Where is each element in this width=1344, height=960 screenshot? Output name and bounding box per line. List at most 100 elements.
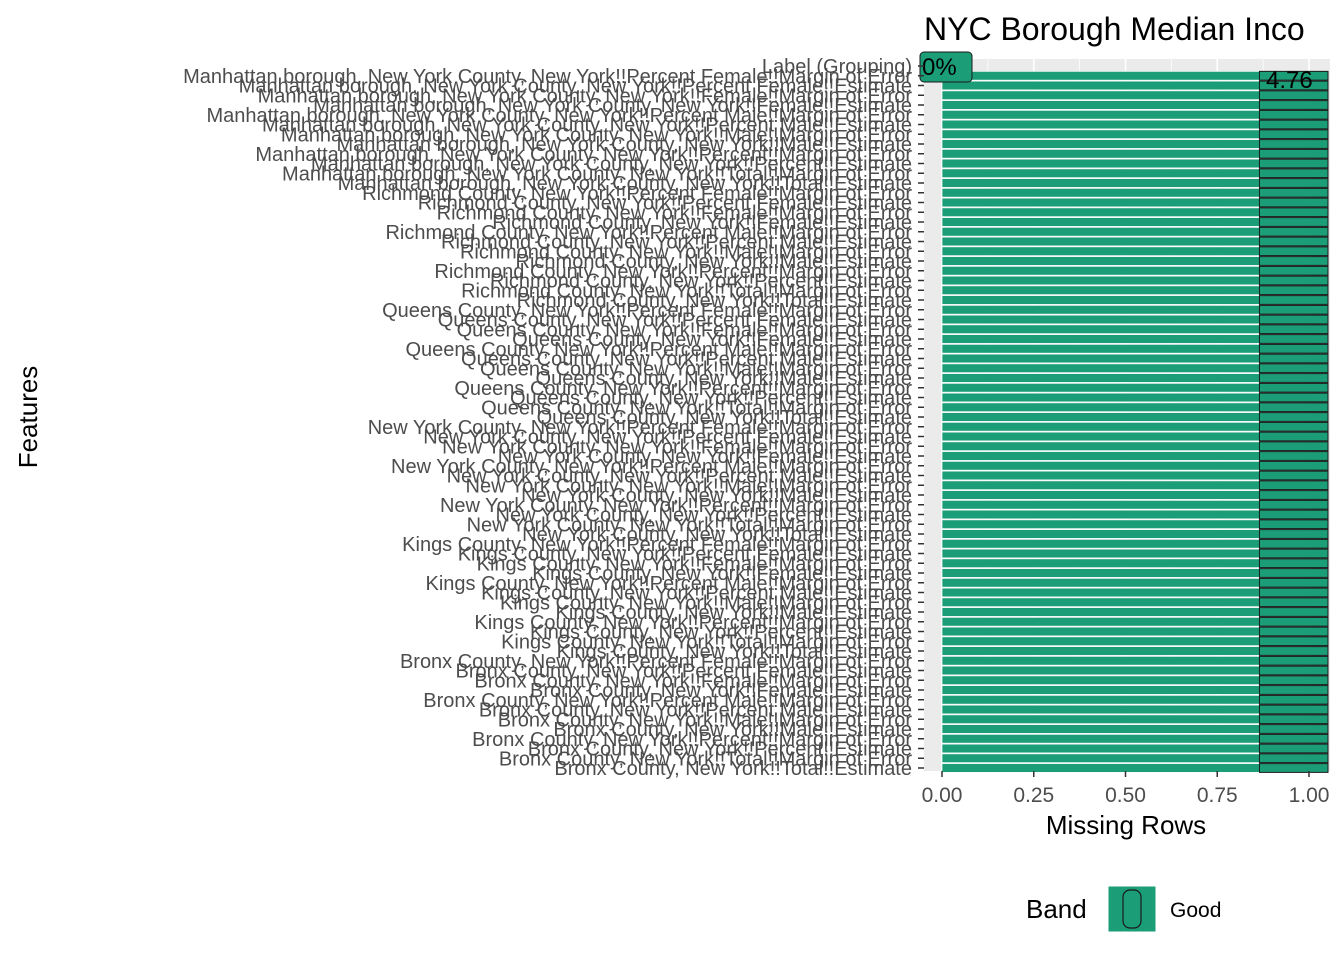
bar-segment <box>1258 158 1329 169</box>
bar-segment <box>1258 499 1329 510</box>
y-tick-label: Kings County, New York!!Total!!Estimate <box>557 641 912 663</box>
bar <box>941 275 1310 286</box>
bar-segment <box>1258 763 1329 773</box>
bar-segment <box>1258 197 1329 208</box>
bar-segment <box>1258 373 1329 383</box>
bar <box>941 139 1310 149</box>
y-tick-label: Manhattan borough, New York County, New … <box>337 134 913 156</box>
chart-title: NYC Borough Median Inco <box>924 11 1305 47</box>
bar <box>941 422 1310 432</box>
bar-segment <box>1258 548 1329 559</box>
bar-segment <box>1258 119 1329 130</box>
x-tick-label: 0.00 <box>922 784 963 807</box>
y-tick-label: Kings County, New York!!Female!!Margin o… <box>477 553 913 575</box>
bar <box>941 110 1310 120</box>
bar-segment <box>1258 460 1329 471</box>
bar <box>941 656 1310 666</box>
bar-segment <box>1258 568 1329 578</box>
y-tick-label: Label (Grouping) <box>762 56 912 78</box>
bar-segment <box>1258 129 1329 140</box>
bar-segment <box>1258 743 1329 754</box>
y-tick-label: Manhattan borough, New York County, New … <box>313 95 912 117</box>
y-tick-label: Richmond County, New York!!Percent!!Marg… <box>434 261 912 283</box>
y-tick-label: Richmond County, New York!!Total!!Margin… <box>461 280 912 302</box>
bar-segment <box>1258 480 1329 491</box>
y-tick-label: New York County, New York!!Male!!Margin … <box>466 475 913 497</box>
bar <box>941 509 1310 520</box>
bar-segment <box>1258 256 1329 266</box>
y-tick-label: Queens County, New York!!Percent!!Estima… <box>510 388 912 410</box>
y-tick-label: New York County, New York!!Percent Femal… <box>423 427 912 449</box>
bar <box>941 675 1310 685</box>
bar <box>941 168 1310 178</box>
bar-segment <box>1258 207 1329 218</box>
bar <box>941 724 1310 734</box>
y-tick-label: Queens County, New York!!Male!!Margin of… <box>480 358 912 380</box>
bar <box>941 295 1310 305</box>
x-axis-title: Missing Rows <box>1046 810 1206 840</box>
bar-segment <box>1258 733 1329 744</box>
y-tick-label: New York County, New York!!Percent Male!… <box>447 466 912 488</box>
bar <box>941 451 1310 461</box>
y-tick-label: Queens County, New York!!Percent Male!!M… <box>405 339 912 361</box>
bar-segment <box>1258 509 1329 520</box>
bar-segment <box>1258 655 1329 666</box>
y-tick-label: Manhattan borough, New York County, New … <box>282 163 912 185</box>
bar-segment <box>1258 421 1329 432</box>
bar-segment <box>1258 314 1329 325</box>
bar-segment <box>1258 519 1329 530</box>
bar <box>941 129 1310 139</box>
bar <box>941 695 1310 705</box>
bar-segment <box>1258 675 1329 686</box>
bar <box>941 207 1310 217</box>
bar-segment <box>1258 80 1329 91</box>
y-tick-label: Kings County, New York!!Percent Female!!… <box>458 544 912 566</box>
bar <box>941 607 1310 617</box>
legend-title: Band <box>1026 894 1087 924</box>
y-tick-label: New York County, New York!!Percent!!Marg… <box>440 495 912 517</box>
y-tick-label: Queens County, New York!!Percent Female!… <box>382 300 912 322</box>
bar <box>941 461 1310 471</box>
bar-segment <box>1258 597 1329 608</box>
y-tick-label: New York County, New York!!Male!!Estimat… <box>521 485 912 507</box>
y-tick-label: New York County, New York!!Female!!Estim… <box>498 446 912 468</box>
y-tick-label: Kings County, New York!!Female!!Estimate <box>532 563 912 585</box>
bar <box>941 149 1310 159</box>
y-tick-label: Manhattan borough, New York County, New … <box>258 85 913 107</box>
y-tick-label: Manhattan borough, New York County, New … <box>239 76 912 98</box>
bar <box>941 197 1310 208</box>
bar <box>941 266 1310 276</box>
bar-segment <box>1258 490 1329 500</box>
bar-segment <box>1258 431 1329 442</box>
bar <box>941 480 1310 490</box>
x-tick-label: 0.50 <box>1105 784 1146 807</box>
bar-segment <box>1258 295 1329 305</box>
y-tick-label: New York County, New York!!Total!!Margin… <box>467 514 913 536</box>
bar-segment <box>1258 236 1329 247</box>
bar-segment <box>1258 529 1329 539</box>
bar-segment <box>1258 616 1329 627</box>
data-label-first-row: 0% <box>919 51 973 83</box>
bar-segment <box>1258 168 1329 179</box>
y-tick-label: New York County, New York!!Total!!Estima… <box>522 524 912 546</box>
y-tick-label: Manhattan borough, New York County, New … <box>255 144 912 166</box>
bar <box>941 490 1310 500</box>
svg-text:4.76: 4.76 <box>1266 67 1313 94</box>
bar-segment <box>1258 577 1329 588</box>
y-axis-title: Features <box>13 366 43 469</box>
y-tick-label: Bronx County, New York!!Percent!!Estimat… <box>528 739 912 761</box>
bar-segment <box>1258 100 1329 110</box>
bar-segment <box>1258 226 1329 237</box>
y-tick-label: Kings County, New York!!Percent!!Estimat… <box>530 622 912 644</box>
y-tick-label: Manhattan borough, New York County, New … <box>338 173 912 195</box>
bar <box>941 90 1310 100</box>
bar <box>941 617 1310 627</box>
bar <box>941 227 1310 237</box>
bar <box>941 470 1310 481</box>
bar-segment <box>1258 304 1329 315</box>
y-tick-label: Manhattan borough, New York County, New … <box>311 154 912 176</box>
bar <box>941 236 1310 247</box>
y-tick-label: Kings County, New York!!Percent Male!!Ma… <box>425 573 912 595</box>
y-tick-label: Manhattan borough, New York County, New … <box>183 66 912 88</box>
